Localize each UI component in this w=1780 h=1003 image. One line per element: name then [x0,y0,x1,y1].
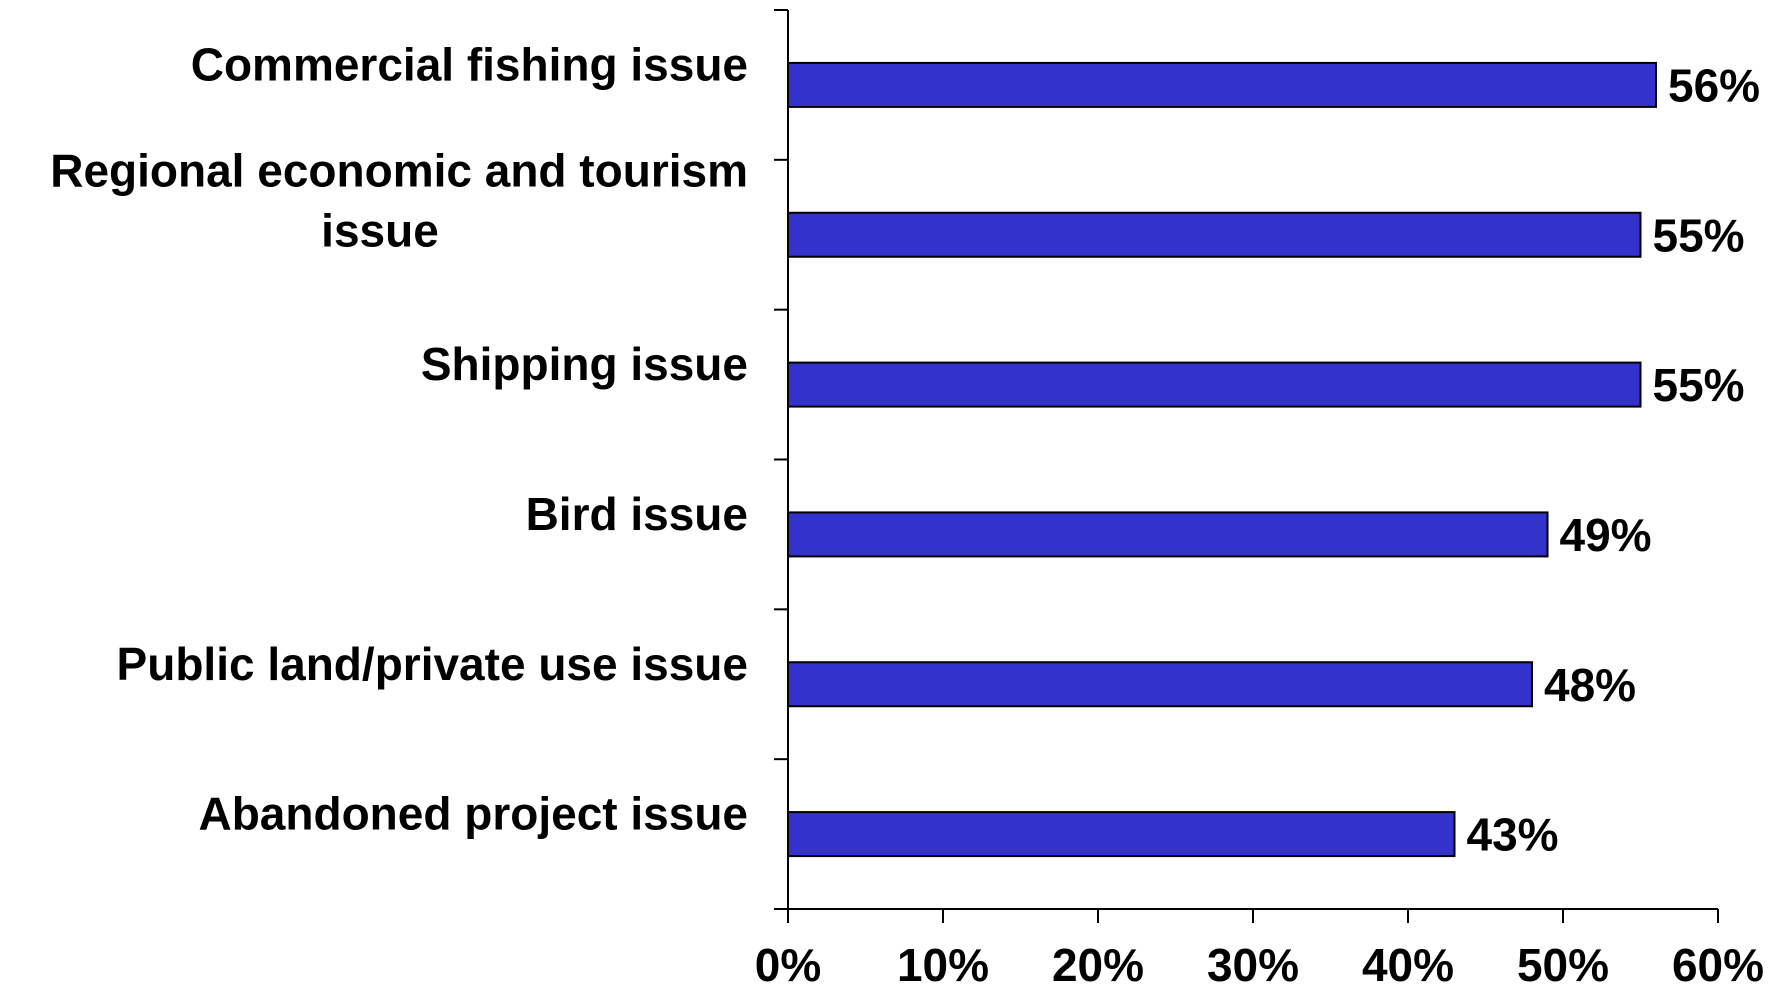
bar [787,811,1456,858]
x-tick-label: 40% [1362,939,1454,991]
axes-layer [774,9,1719,923]
data-label: 48% [1544,659,1636,711]
category-label: Abandoned project issue [198,788,748,840]
x-tick-label: 20% [1052,939,1144,991]
x-tick-label: 30% [1207,939,1299,991]
x-tick-label: 60% [1672,939,1764,991]
category-label: Bird issue [526,488,748,540]
bar [787,361,1642,408]
data-label: 49% [1560,509,1652,561]
category-label: Public land/private use issue [117,638,748,690]
bar [787,61,1657,108]
x-tick-label: 50% [1517,939,1609,991]
x-tick-label: 10% [897,939,989,991]
labels-layer: 56% Commercial fishing issue 55% Regional e… [50,39,1764,992]
data-label: 55% [1653,209,1745,261]
bar [787,661,1533,708]
category-label: issue [321,204,439,256]
data-label: 56% [1668,59,1760,111]
category-label: Commercial fishing issue [191,39,748,91]
bars-layer [787,61,1657,858]
bar [787,211,1642,258]
category-label: Shipping issue [421,338,748,390]
data-label: 55% [1653,359,1745,411]
bar [787,511,1549,558]
x-tick-label: 0% [755,939,821,991]
category-label: Regional economic and tourism [50,144,748,196]
data-label: 43% [1467,809,1559,861]
